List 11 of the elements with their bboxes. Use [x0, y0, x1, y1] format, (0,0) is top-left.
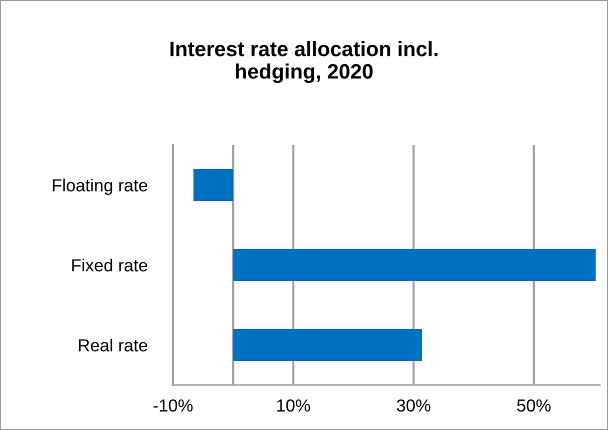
bar: [233, 329, 422, 361]
y-tick-label: Real rate: [78, 338, 148, 352]
y-tick-label: Fixed rate: [72, 258, 148, 272]
x-tick-label: 30%: [396, 399, 430, 412]
x-tick-label: 50%: [517, 399, 551, 412]
bar: [193, 169, 234, 201]
y-tick-label: Floating rate: [52, 178, 148, 195]
x-tick-label: 10%: [277, 399, 310, 412]
chart-title: Interest rate allocation incl. hedging, 2020: [170, 41, 438, 83]
bar: [233, 249, 596, 281]
x-tick-label: -10%: [154, 399, 193, 412]
